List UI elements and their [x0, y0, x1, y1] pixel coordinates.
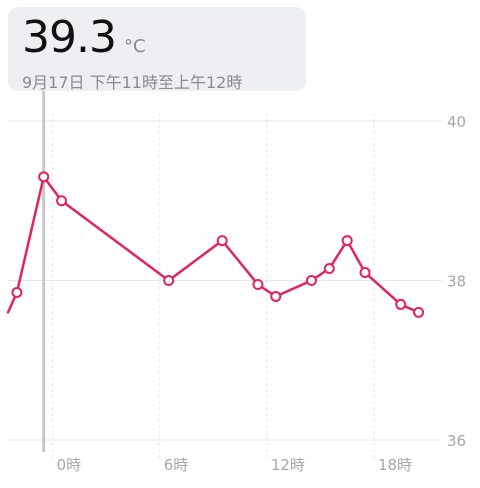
x-tick-label: 6時: [164, 456, 189, 474]
data-point[interactable]: [56, 195, 68, 207]
x-tick-label: 0時: [57, 456, 82, 474]
data-point[interactable]: [38, 171, 50, 183]
data-point[interactable]: [216, 235, 228, 247]
data-point[interactable]: [163, 275, 175, 286]
y-tick-label: 40: [447, 113, 466, 131]
data-point[interactable]: [395, 298, 407, 310]
series-path: [6, 175, 420, 314]
y-tick-label: 36: [447, 432, 466, 450]
selected-temperature-value: 39.3: [22, 12, 117, 63]
y-tick-label: 38: [447, 273, 466, 291]
x-axis: 0時 6時 12時 18時: [57, 456, 412, 474]
selected-value-tooltip: 39.3 °C 9月17日 下午11時至上午12時: [8, 7, 306, 92]
data-point[interactable]: [11, 286, 23, 298]
data-point[interactable]: [341, 235, 353, 247]
x-tick-label: 12時: [271, 456, 305, 474]
selected-time-range: 9月17日 下午11時至上午12時: [22, 73, 243, 92]
data-point[interactable]: [305, 275, 317, 286]
x-tick-label: 18時: [378, 456, 412, 474]
data-point[interactable]: [270, 290, 282, 302]
y-axis: 40 38 36: [447, 113, 466, 450]
data-point[interactable]: [359, 267, 371, 279]
data-point[interactable]: [252, 278, 264, 290]
series-line: [6, 175, 420, 314]
grid: [8, 113, 442, 458]
data-point[interactable]: [413, 306, 425, 318]
data-markers: [11, 171, 425, 318]
temperature-unit: °C: [123, 36, 146, 57]
data-point[interactable]: [323, 263, 335, 275]
